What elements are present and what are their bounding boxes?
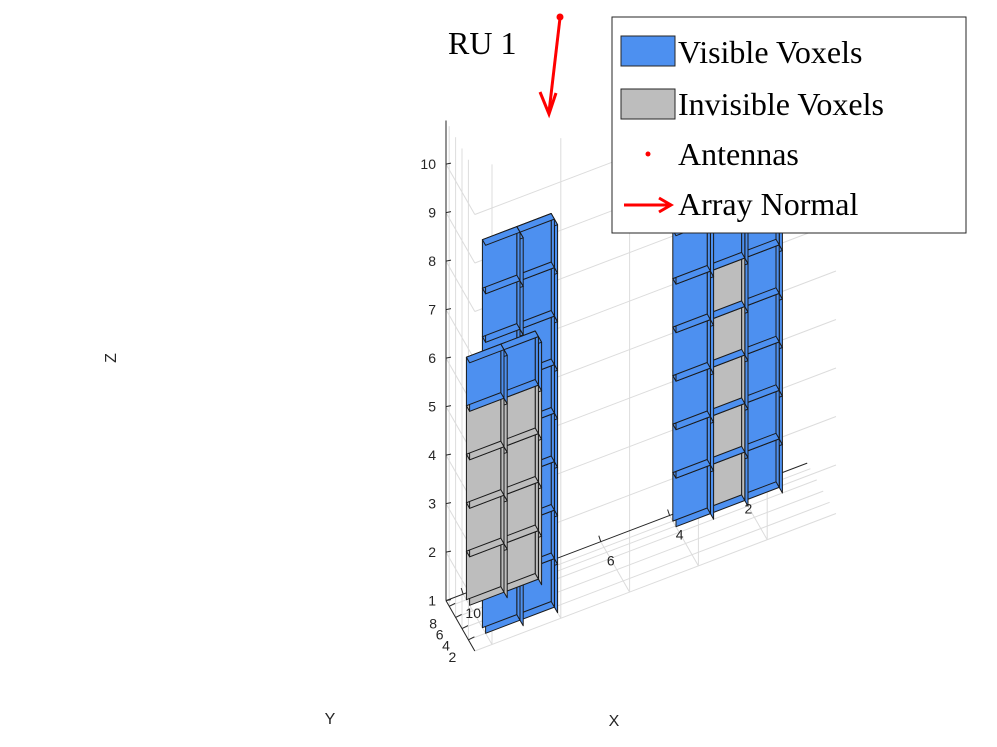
y-tick-mark (455, 613, 462, 618)
ru-label: RU 1 (448, 25, 516, 61)
legend: Visible Voxels Invisible Voxels Antennas… (611, 16, 967, 234)
z-tick-label: 1 (428, 593, 436, 609)
grid-line-x-floor (669, 515, 699, 567)
z-tick-mark (445, 211, 452, 214)
legend-swatch-invisible (620, 88, 676, 120)
voxel-face-top (481, 226, 521, 246)
z-tick-label: 4 (428, 447, 436, 463)
voxel (500, 330, 539, 394)
z-axis-label: Z (103, 353, 120, 363)
z-tick-mark (445, 550, 452, 553)
voxel (516, 213, 555, 276)
z-tick-label: 2 (428, 544, 436, 560)
voxel (481, 226, 521, 289)
legend-label-visible: Visible Voxels (678, 34, 862, 70)
grid-line-x-floor (600, 541, 631, 593)
grid-line-x-floor (462, 593, 493, 645)
annotation-layer: RU 1 (448, 13, 564, 119)
y-tick-mark (448, 602, 456, 607)
y-tick-mark (468, 636, 475, 641)
z-tick-label: 7 (428, 302, 436, 318)
legend-label-invisible: Invisible Voxels (678, 86, 884, 122)
antenna-point (556, 13, 564, 21)
voxel-face-top (465, 343, 505, 364)
x-axis-label: X (609, 713, 620, 730)
x-tick-mark (598, 535, 602, 542)
x-tick-label: 4 (676, 527, 684, 543)
y-tick-label: 4 (442, 638, 450, 654)
z-tick-label: 10 (420, 156, 436, 172)
z-tick-label: 3 (428, 496, 436, 512)
z-tick-mark (445, 502, 452, 505)
z-tick-mark (445, 259, 452, 262)
z-tick-label: 6 (428, 350, 436, 366)
grid-line-z-side (445, 260, 476, 312)
grid-line-z-side (445, 309, 476, 361)
z-tick-mark (445, 599, 452, 602)
z-tick-mark (445, 405, 452, 408)
x-tick-mark (460, 587, 464, 595)
y-tick-label: 6 (436, 626, 444, 642)
y-axis-label: Y (325, 711, 336, 728)
y-axis-line (445, 600, 476, 652)
legend-label-antennas: Antennas (678, 136, 799, 172)
z-tick-mark (445, 356, 452, 359)
legend-label-normal: Array Normal (678, 186, 858, 222)
y-tick-label: 2 (449, 649, 457, 665)
z-tick-mark (445, 308, 452, 311)
x-tick-label: 10 (465, 605, 481, 621)
grid-line-z-side (445, 163, 476, 215)
array-normal-arrowhead (538, 91, 558, 119)
legend-antenna-marker (645, 151, 651, 157)
legend-swatch-visible (620, 35, 676, 67)
legend-arrow-head (658, 196, 674, 214)
x-tick-mark (667, 509, 671, 516)
z-tick-mark (445, 453, 452, 456)
z-tick-label: 8 (428, 253, 436, 269)
x-tick-label: 6 (607, 553, 615, 569)
z-tick-mark (445, 162, 452, 165)
array-normal-arrow (547, 17, 562, 113)
y-tick-mark (461, 625, 469, 630)
z-tick-label: 5 (428, 399, 436, 415)
grid-line-z-side (445, 212, 476, 264)
grid-line-z (474, 513, 837, 652)
voxel (465, 343, 505, 407)
x-tick-label: 2 (745, 500, 753, 516)
y-tick-label: 8 (429, 615, 437, 631)
z-tick-label: 9 (428, 205, 436, 221)
